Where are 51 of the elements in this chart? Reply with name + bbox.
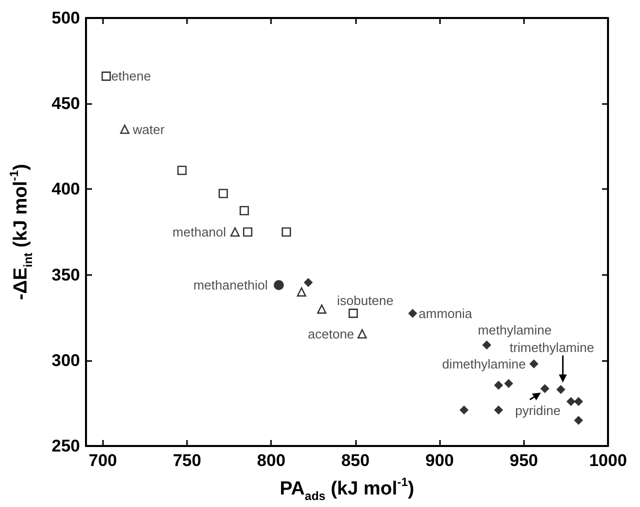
- x-tick-label: 900: [425, 451, 454, 470]
- annotation: acetone: [308, 326, 354, 342]
- annotation: pyridine: [515, 403, 561, 418]
- point: [304, 278, 313, 288]
- y-tick-label: 400: [52, 180, 80, 199]
- y-tick-label: 500: [52, 8, 80, 28]
- point: [282, 227, 292, 237]
- point: [230, 227, 240, 237]
- y-axis-title: -ΔEint (kJ mol-1): [7, 164, 35, 300]
- point: [408, 308, 418, 318]
- point: [574, 416, 584, 425]
- annotation: ammonia: [418, 306, 473, 321]
- annotation: dimethylamine: [442, 356, 526, 372]
- point: [218, 188, 228, 198]
- x-tick-label: 750: [172, 451, 202, 470]
- point: [574, 396, 584, 406]
- annotation: water: [132, 122, 166, 137]
- point: [274, 280, 284, 290]
- point: [102, 72, 111, 81]
- point: [540, 384, 550, 394]
- annotation: methanol: [172, 224, 226, 240]
- y-tick-label: 250: [52, 436, 80, 456]
- annotation: methanethiol: [193, 278, 268, 293]
- point: [348, 308, 358, 318]
- point: [120, 124, 130, 134]
- x-tick-label: 800: [257, 451, 286, 470]
- point: [460, 406, 469, 415]
- point: [482, 340, 492, 350]
- x-tick-label: 1000: [589, 451, 627, 470]
- x-tick-label: 850: [341, 451, 370, 470]
- x-tick-label: 950: [510, 451, 538, 470]
- y-tick-label: 350: [52, 265, 80, 284]
- point: [566, 396, 576, 406]
- annotation: ethene: [111, 68, 151, 84]
- point: [177, 166, 187, 176]
- annotation: isobutene: [337, 292, 394, 308]
- point: [317, 304, 326, 314]
- point: [494, 380, 504, 390]
- annotation: trimethylamine: [510, 340, 594, 356]
- x-tick-label: 700: [88, 451, 118, 470]
- point: [243, 227, 252, 237]
- point: [494, 406, 504, 415]
- point: [358, 329, 367, 339]
- point: [240, 206, 249, 216]
- y-tick-label: 450: [52, 94, 80, 114]
- point: [529, 359, 538, 368]
- point: [556, 385, 566, 394]
- y-tick-label: 300: [52, 350, 80, 370]
- point: [504, 379, 514, 388]
- annotation: methylamine: [478, 322, 552, 338]
- point: [296, 287, 306, 297]
